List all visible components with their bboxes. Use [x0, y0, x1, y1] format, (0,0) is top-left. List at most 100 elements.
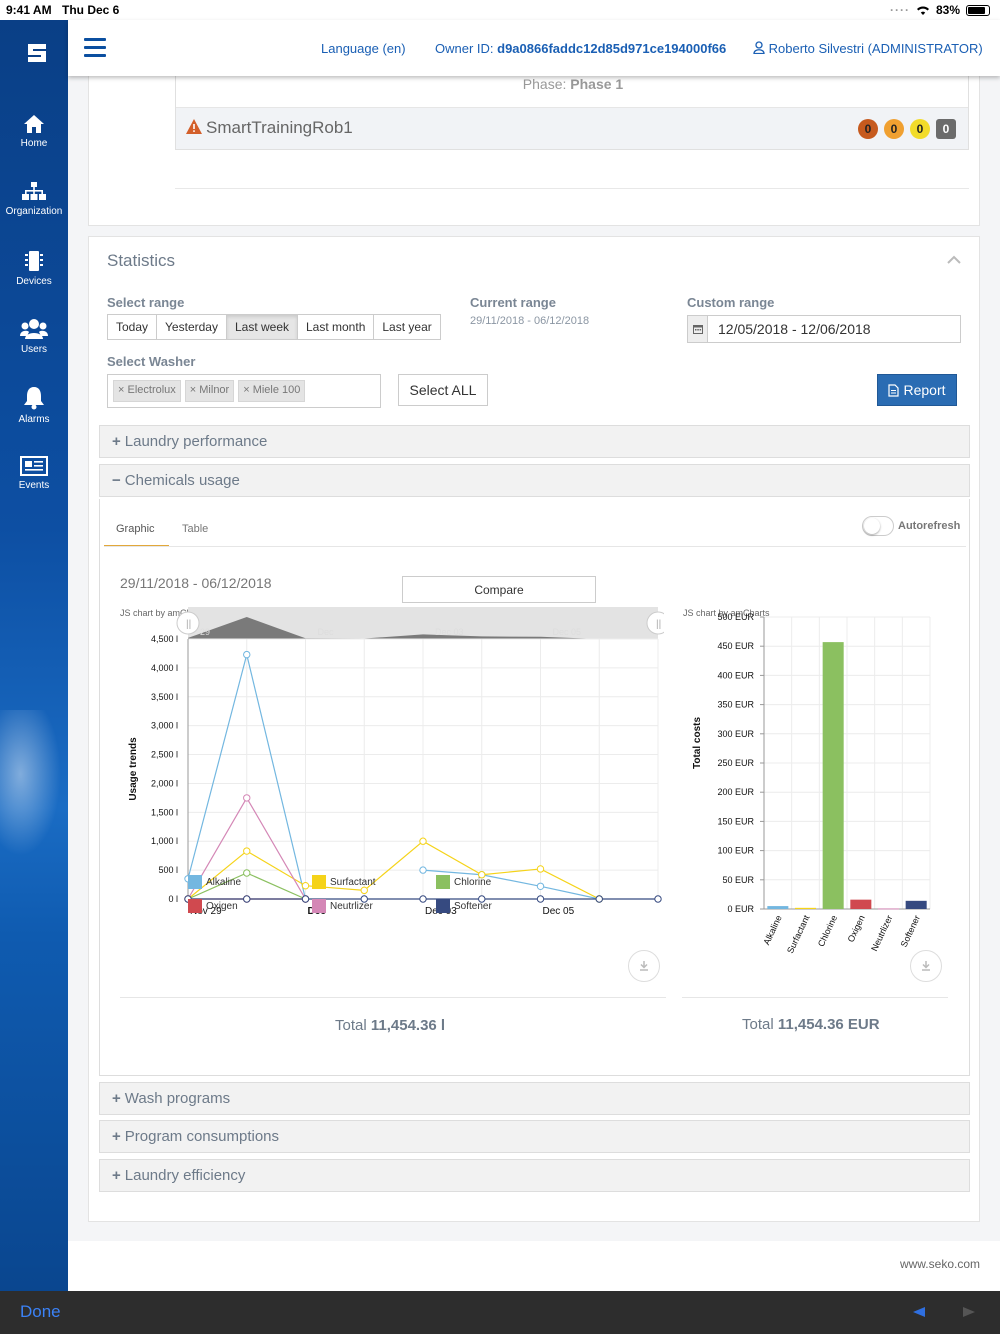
data-point-neutrlizer: [243, 794, 251, 802]
sidebar-item-organization[interactable]: Organization: [0, 182, 68, 217]
data-point-alkaline: [419, 866, 427, 874]
sidebar-item-users[interactable]: Users: [0, 318, 68, 355]
phase-label: Phase:: [522, 76, 571, 92]
owner-id: Owner ID: d9a0866faddc12d85d971ce194000f…: [435, 41, 726, 56]
sidebar-water-decoration: [0, 710, 68, 870]
data-point-softener: [301, 895, 310, 903]
report-button[interactable]: Report: [877, 374, 957, 406]
y-tick-label: 250 EUR: [717, 758, 754, 768]
newspaper-icon: [20, 456, 48, 476]
washer-tag-label: Milnor: [199, 384, 230, 396]
legend-label: Chlorine: [454, 876, 492, 888]
sidebar-item-devices[interactable]: Devices: [0, 250, 68, 287]
range-last-year-button[interactable]: Last year: [373, 314, 441, 340]
series-line-surfactant: [187, 840, 600, 900]
scrollbar-left-grip: [176, 611, 200, 635]
panel-laundry-efficiency[interactable]: + Laundry efficiency: [99, 1159, 970, 1192]
legend-label: Softener: [454, 900, 492, 912]
legend-item-neutrlizer[interactable]: Neutrlizer: [312, 899, 373, 913]
panel-laundry-performance[interactable]: + Laundry performance: [99, 425, 970, 458]
data-point-softener: [595, 895, 603, 903]
chart-range-title: 29/11/2018 - 06/12/2018: [120, 575, 272, 591]
done-button[interactable]: Done: [20, 1302, 61, 1321]
amcharts-credit[interactable]: JS chart by amCharts: [120, 608, 207, 618]
compare-button[interactable]: Compare: [402, 576, 596, 603]
y-tick-label: 0 l: [168, 894, 178, 904]
custom-range-label: Custom range: [687, 295, 775, 310]
panel-title: Laundry efficiency: [124, 1167, 246, 1184]
robot-row[interactable]: SmartTrainingRob1 0 0 0 0: [176, 107, 968, 149]
range-yesterday-button[interactable]: Yesterday: [156, 314, 227, 340]
panel-title: Wash programs: [124, 1090, 231, 1107]
y-tick-label: 2,500 l: [151, 750, 178, 760]
amcharts-credit[interactable]: JS chart by amCharts: [683, 608, 770, 618]
current-range-value: 29/11/2018 - 06/12/2018: [470, 315, 590, 327]
data-point-softener: [654, 895, 662, 903]
user-menu[interactable]: Roberto Silvestri (ADMINISTRATOR): [753, 41, 983, 56]
y-tick-label: 500 EUR: [717, 612, 754, 622]
washer-tag[interactable]: × Miele 100: [238, 380, 306, 402]
legend-item-chlorine[interactable]: Chlorine: [436, 875, 491, 889]
hamburger-menu-icon[interactable]: [84, 38, 106, 57]
custom-range-value: 12/05/2018 - 12/06/2018: [718, 321, 871, 337]
x-tick-label: Alkaline: [761, 914, 783, 947]
sidebar-item-label: Organization: [5, 206, 63, 217]
data-point-surfactant: [419, 837, 427, 845]
status-right: ···· 83%: [890, 3, 990, 17]
tabs-divider: [104, 546, 966, 547]
total-cost: Total 11,454.36 EUR: [742, 1016, 880, 1033]
panel-chemicals-usage[interactable]: − Chemicals usage: [99, 464, 970, 497]
legend-item-surfactant[interactable]: Surfactant: [312, 875, 376, 889]
legend-swatch: [436, 875, 450, 889]
legend-item-alkaline[interactable]: Alkaline: [188, 875, 241, 889]
y-tick-label: 3,500 l: [151, 692, 178, 702]
y-tick-label: 4,500 l: [151, 634, 178, 644]
total-value: 11,454.36 EUR: [777, 1016, 880, 1033]
download-chart-button[interactable]: [628, 950, 660, 982]
footer-site-link[interactable]: www.seko.com: [899, 1257, 980, 1271]
sidebar-item-home[interactable]: Home: [0, 114, 68, 149]
select-washer-label: Select Washer: [107, 354, 196, 369]
forward-arrow-icon[interactable]: [962, 1306, 976, 1318]
sidebar-item-label: Users: [20, 344, 48, 355]
custom-range-input[interactable]: 12/05/2018 - 12/06/2018: [687, 315, 961, 343]
sidebar-item-alarms[interactable]: Alarms: [0, 386, 68, 425]
sidebar-item-events[interactable]: Events: [0, 456, 68, 491]
legend-item-oxigen[interactable]: Oxigen: [188, 899, 238, 913]
range-today-button[interactable]: Today: [107, 314, 158, 340]
alarm-badge-low: 0: [936, 119, 956, 139]
panel-program-consumptions[interactable]: + Program consumptions: [99, 1120, 970, 1153]
sidebar-item-label: Home: [20, 138, 48, 149]
washer-multiselect[interactable]: × Electrolux × Milnor × Miele 100: [107, 374, 381, 408]
bar-chlorine: [822, 642, 844, 909]
washer-tag[interactable]: × Electrolux: [113, 380, 181, 402]
owner-id-label: Owner ID:: [435, 41, 498, 56]
data-point-softener: [419, 895, 427, 903]
chevron-up-icon[interactable]: [947, 255, 961, 264]
autorefresh-toggle[interactable]: [862, 516, 894, 536]
language-selector[interactable]: Language (en): [321, 41, 406, 56]
select-all-button[interactable]: Select ALL: [398, 374, 488, 406]
legend-item-softener[interactable]: Softener: [436, 899, 492, 913]
back-arrow-icon[interactable]: [912, 1306, 926, 1318]
y-tick-label: 450 EUR: [717, 641, 754, 651]
data-point-softener: [536, 895, 545, 903]
range-last-month-button[interactable]: Last month: [297, 314, 375, 340]
y-tick-label: 350 EUR: [717, 700, 754, 710]
tab-graphic[interactable]: Graphic: [116, 523, 155, 535]
washer-tag[interactable]: × Milnor: [184, 380, 235, 402]
panel-wash-programs[interactable]: + Wash programs: [99, 1082, 970, 1115]
y-tick-label: 4,000 l: [151, 663, 178, 673]
status-date: Thu Dec 6: [62, 3, 120, 17]
y-tick-label: 2,000 l: [151, 778, 178, 788]
devices-icon: [25, 251, 43, 271]
data-point-softener: [360, 895, 368, 903]
y-axis-title: Total costs: [692, 717, 703, 769]
top-header: Language (en) Owner ID: d9a0866faddc12d8…: [68, 20, 1000, 76]
scrollbar-grip-mark: ||: [186, 619, 191, 630]
data-point-surfactant: [536, 865, 545, 873]
range-last-week-button[interactable]: Last week: [225, 314, 298, 340]
download-chart-button[interactable]: [910, 950, 942, 982]
y-tick-label: 1,500 l: [151, 807, 178, 817]
tab-table[interactable]: Table: [182, 523, 209, 535]
